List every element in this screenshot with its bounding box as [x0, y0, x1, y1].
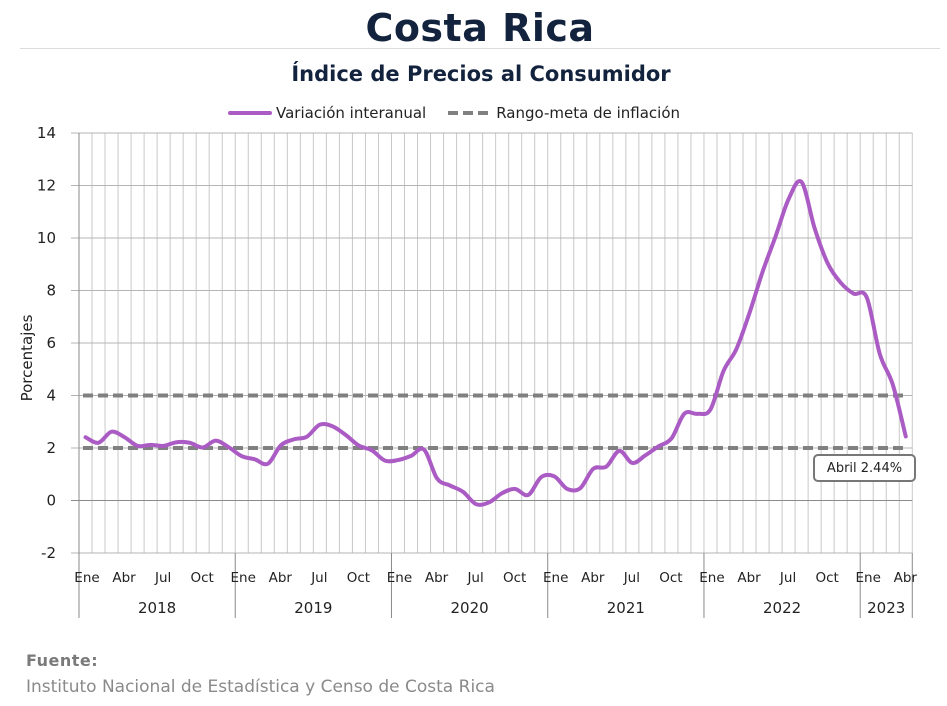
y-tick-label: 6: [46, 334, 56, 352]
y-axis-label: Porcentajes: [18, 314, 36, 401]
x-tick-label-month: Ene: [543, 570, 568, 586]
x-tick-label-month: Abr: [581, 570, 605, 586]
chart-subtitle: Índice de Precios al Consumidor: [291, 62, 671, 86]
latest-value-callout: Abril 2.44%: [813, 454, 916, 482]
x-tick-label-month: Jul: [310, 570, 327, 586]
x-tick-label-month: Jul: [779, 570, 796, 586]
legend-item-variacion: Variación interanual: [228, 104, 426, 122]
series-line-variacion-interanual: [83, 179, 908, 507]
x-tick-label-month: Abr: [894, 570, 918, 586]
legend-label-variacion: Variación interanual: [276, 104, 427, 122]
legend-solid-line-icon: [228, 111, 272, 115]
x-tick-label-month: Abr: [112, 570, 136, 586]
legend-dashed-line-icon: [448, 111, 493, 115]
y-tick-label: 0: [46, 492, 56, 510]
x-tick-label-month: Oct: [503, 570, 526, 586]
title-divider: [20, 48, 940, 49]
x-tick-label-month: Jul: [154, 570, 171, 586]
x-tick-label-month: Oct: [815, 570, 838, 586]
y-tick-label: 2: [46, 439, 56, 457]
x-tick-label-year: 2021: [607, 599, 645, 617]
y-tick-label: 14: [37, 124, 56, 142]
x-tick-label-month: Oct: [659, 570, 682, 586]
source-label: Fuente:: [26, 651, 99, 670]
x-tick-label-year: 2018: [138, 599, 176, 617]
x-tick-label-month: Abr: [425, 570, 449, 586]
series-layer: [83, 179, 908, 507]
x-tick-label-month: Ene: [231, 570, 256, 586]
x-tick-label-month: Ene: [387, 570, 412, 586]
x-tick-label-month: Ene: [699, 570, 724, 586]
x-tick-label-month: Ene: [74, 570, 99, 586]
x-tick-label-year: 2019: [294, 599, 332, 617]
y-tick-label: -2: [41, 544, 56, 562]
x-tick-label-month: Abr: [269, 570, 293, 586]
source-text: Instituto Nacional de Estadística y Cens…: [26, 677, 495, 697]
legend-label-rango-meta: Rango-meta de inflación: [496, 104, 680, 122]
x-tick-label-month: Ene: [855, 570, 880, 586]
horizontal-gridlines: [71, 132, 913, 554]
x-tick-label-year: 2020: [451, 599, 489, 617]
x-tick-labels: Ene Abr Jul Oct 2018 Ene Abr Jul Oct 2019 Ene Abr Ju…: [74, 570, 917, 617]
x-tick-label-month: Oct: [347, 570, 370, 586]
y-tick-label: 12: [37, 177, 56, 195]
x-tick-label-month: Oct: [191, 570, 214, 586]
x-tick-label-year: 2023: [867, 599, 905, 617]
legend-item-rango-meta: Rango-meta de inflación: [448, 104, 680, 122]
chart-main-title: Costa Rica: [365, 6, 595, 50]
y-tick-label: 10: [37, 229, 56, 247]
axes: [78, 133, 913, 618]
x-tick-label-year: 2022: [763, 599, 801, 617]
x-tick-label-month: Abr: [737, 570, 761, 586]
legend: Variación interanual Rango-meta de infla…: [228, 103, 702, 123]
x-tick-label-month: Jul: [466, 570, 483, 586]
target-range-lines: [83, 393, 908, 450]
y-tick-label: 8: [46, 282, 56, 300]
x-tick-label-month: Jul: [623, 570, 640, 586]
y-tick-labels: -2 0 2 4 6 8 10 12 14: [37, 124, 56, 562]
y-tick-label: 4: [46, 387, 56, 405]
